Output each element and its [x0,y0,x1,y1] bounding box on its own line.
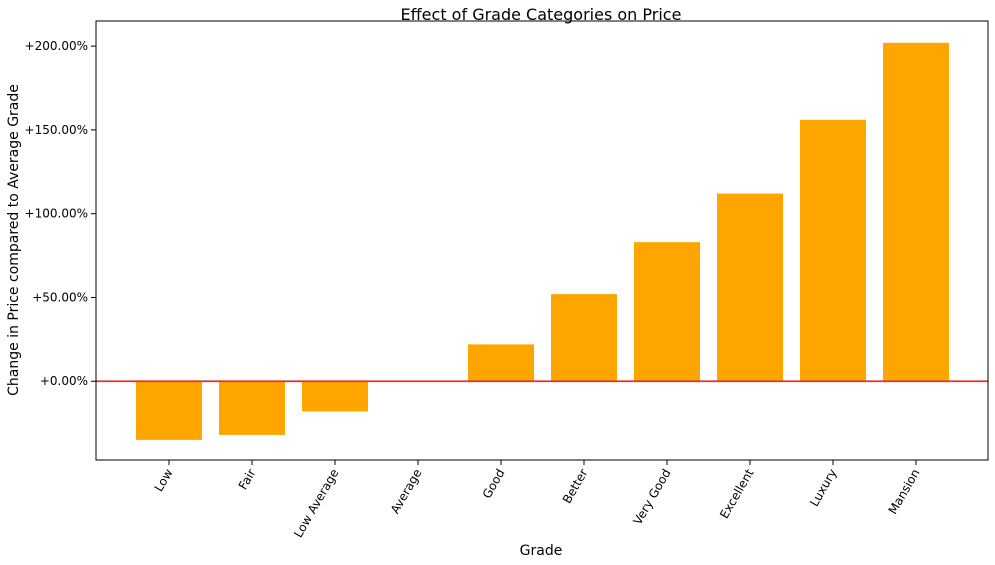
y-tick-label: +50.00% [32,290,88,304]
x-tick-label: Fair [236,466,259,492]
x-axis: Low Fair Low Average Average Good Better Very … [152,460,923,540]
bar-mansion [883,42,949,382]
y-axis: +0.00% +50.00% +100.00% +150.00% +200.00% [25,39,96,388]
x-axis-label: Grade [520,543,563,559]
plot-frame [95,20,989,461]
x-tick-label: Mansion [886,467,923,517]
chart-title: Effect of Grade Categories on Price [401,5,682,24]
y-tick-label: +0.00% [40,374,88,388]
bars-layer [136,42,949,440]
x-tick-label: Luxury [807,467,840,509]
bar-better [551,294,617,382]
x-tick-label: Low Average [291,467,341,540]
y-tick-label: +200.00% [25,39,88,53]
bar-very-good [634,242,700,382]
y-axis-label: Change in Price compared to Average Grad… [6,84,22,396]
y-tick-label: +100.00% [25,207,88,221]
x-tick-label: Low [152,466,176,494]
bar-low [136,381,202,440]
bar-excellent [717,193,783,382]
x-tick-label: Better [560,466,591,505]
x-tick-label: Good [480,467,508,501]
bar-fair [219,381,285,435]
x-tick-label: Excellent [717,466,757,521]
bar-good [468,344,534,382]
x-tick-label: Very Good [630,467,673,528]
bar-luxury [800,119,866,382]
y-tick-label: +150.00% [25,123,88,137]
x-tick-label: Average [388,467,425,517]
bar-low-average [302,381,368,412]
